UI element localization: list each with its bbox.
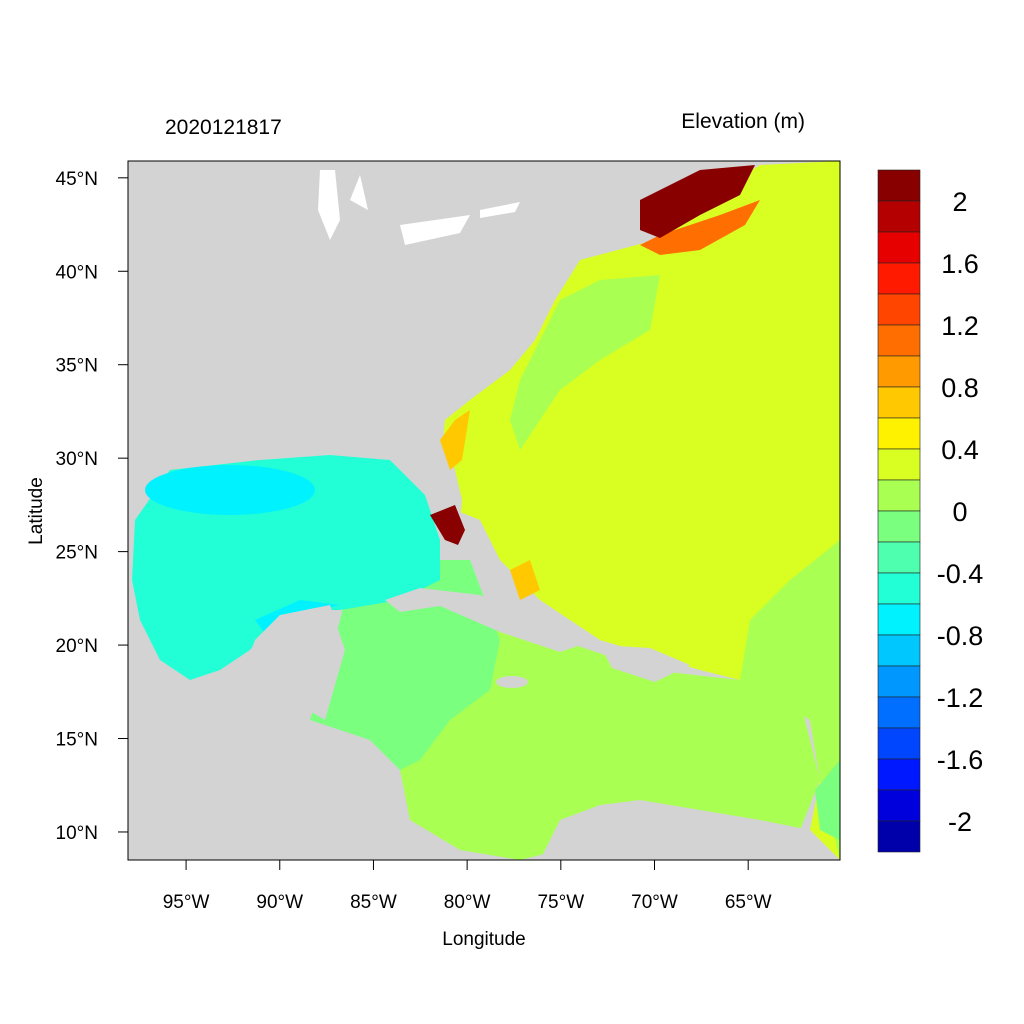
colorbar-label: 0 — [952, 497, 967, 527]
y-tick-label: 25°N — [56, 543, 98, 564]
northern-gulf-field — [145, 465, 315, 515]
colorbar-swatch — [877, 293, 921, 326]
x-axis-label: Longitude — [442, 929, 525, 950]
x-tick-label: 70°W — [631, 892, 678, 913]
colorbar-swatch — [877, 603, 921, 636]
x-axis: 95°W 90°W 85°W 80°W 75°W 70°W 65°W — [163, 860, 772, 913]
cuba-land — [385, 588, 590, 652]
south-america-land — [540, 800, 840, 860]
x-tick-label: 85°W — [350, 892, 397, 913]
x-tick-label: 65°W — [725, 892, 772, 913]
y-axis-label: Latitude — [26, 477, 47, 545]
northeast-surge-orange — [640, 200, 760, 255]
colorbar-swatch — [877, 758, 921, 791]
variable-title: Elevation (m) — [681, 110, 805, 133]
map-area — [128, 161, 840, 860]
colorbar-label: -0.4 — [937, 559, 984, 589]
x-tick-label: 90°W — [256, 892, 303, 913]
colorbar-label: 0.8 — [941, 373, 979, 403]
y-axis: 45°N 40°N 35°N 30°N 25°N 20°N 15°N 10°N — [56, 169, 128, 844]
y-tick-label: 30°N — [56, 449, 98, 470]
colorbar-swatch — [877, 572, 921, 605]
northeast-surge-field — [640, 165, 755, 238]
colorbar-swatch — [877, 665, 921, 698]
colorbar-swatch — [877, 448, 921, 481]
y-tick-label: 20°N — [56, 636, 98, 657]
x-tick-label: 75°W — [537, 892, 584, 913]
colorbar-swatch — [877, 231, 921, 264]
colorbar-label: 1.2 — [941, 311, 979, 341]
colorbar-label: 0.4 — [941, 435, 979, 465]
colorbar-swatch — [877, 541, 921, 574]
colorbar-swatch — [877, 696, 921, 729]
florida-surge-field — [430, 505, 465, 545]
colorbar-swatch — [877, 169, 921, 202]
x-tick-label: 95°W — [163, 892, 210, 913]
colorbar-swatch — [877, 386, 921, 419]
colorbar-swatch — [877, 355, 921, 388]
colorbar: 2 1.6 1.2 0.8 0.4 0 -0.4 -0.8 -1.2 -1.6 -2 — [877, 169, 984, 853]
atlantic-field — [440, 161, 840, 860]
date-title: 2020121817 — [165, 116, 282, 139]
x-tick-label: 80°W — [444, 892, 491, 913]
colorbar-label: -1.6 — [937, 745, 984, 775]
colorbar-label: -1.2 — [937, 683, 984, 713]
bahamas-surge-field — [510, 560, 540, 600]
y-tick-label: 45°N — [56, 169, 98, 190]
colorbar-label: 1.6 — [941, 249, 979, 279]
colorbar-swatch — [877, 200, 921, 233]
colorbar-swatch — [877, 262, 921, 295]
colorbar-swatch — [877, 417, 921, 450]
colorbar-label: 2 — [952, 187, 967, 217]
colorbar-swatch — [877, 727, 921, 760]
y-tick-label: 10°N — [56, 823, 98, 844]
plot-frame — [127, 160, 841, 861]
y-tick-label: 40°N — [56, 262, 98, 283]
jamaica-land — [496, 676, 528, 688]
y-tick-label: 35°N — [56, 356, 98, 377]
great-lakes — [318, 170, 520, 245]
y-tick-label: 15°N — [56, 730, 98, 751]
colorbar-swatch — [877, 634, 921, 667]
colorbar-swatch — [877, 324, 921, 357]
colorbar-swatch — [877, 510, 921, 543]
atlantic-shelf-field — [510, 275, 660, 450]
carolina-surge-field — [440, 410, 470, 470]
colorbar-label: -2 — [948, 807, 972, 837]
yucatan-land — [240, 605, 345, 720]
colorbar-swatch — [877, 820, 921, 853]
east-edge-field — [815, 760, 840, 840]
colorbar-label: -0.8 — [937, 621, 984, 651]
western-caribbean-field — [310, 560, 500, 770]
colorbar-swatch — [877, 479, 921, 512]
colorbar-swatch — [877, 789, 921, 822]
hispaniola-land — [600, 645, 690, 682]
